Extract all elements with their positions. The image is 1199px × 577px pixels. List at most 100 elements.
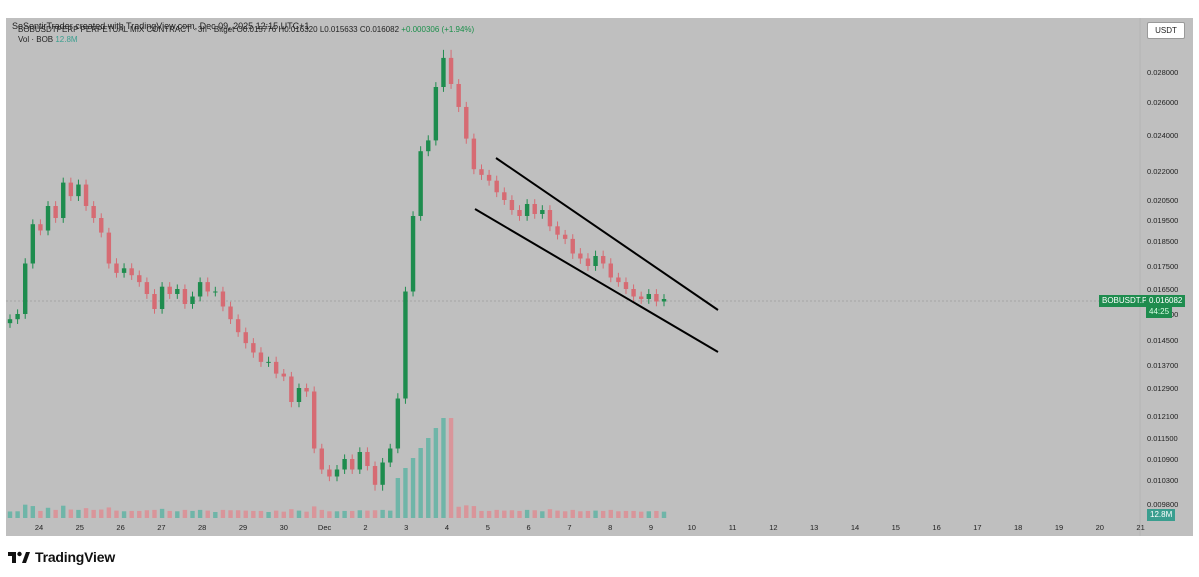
- candle-body: [540, 210, 545, 214]
- candle-body: [266, 361, 271, 363]
- candle-body: [152, 294, 157, 309]
- y-tick-label: 0.011500: [1147, 434, 1178, 443]
- volume-bar: [53, 509, 58, 518]
- chart-frame[interactable]: 0.0300000.0280000.0260000.0240000.022000…: [6, 18, 1193, 536]
- volume-bar: [23, 504, 28, 518]
- volume-bar: [83, 508, 89, 518]
- x-tick-label: 2: [363, 523, 367, 532]
- volume-bar: [471, 506, 477, 518]
- volume-bar: [654, 510, 659, 518]
- volume-bar: [570, 509, 575, 518]
- volume-bar: [486, 510, 492, 518]
- y-tick-label: 0.013700: [1147, 361, 1178, 370]
- channel-upper-line: [495, 157, 719, 311]
- volume-bar: [608, 509, 613, 518]
- volume-bar: [616, 511, 621, 518]
- candle-body: [7, 319, 13, 324]
- x-tick-label: 11: [729, 523, 737, 532]
- candle-body: [502, 192, 507, 200]
- volume-legend: Vol · BOB 12.8M: [18, 35, 78, 44]
- x-tick-label: 8: [608, 523, 612, 532]
- price-axis: 0.0300000.0280000.0260000.0240000.022000…: [1147, 21, 1178, 509]
- symbol-line: BOBUSDTPERP PERPETUAL MIX CONTRACT · 3h …: [18, 25, 235, 34]
- y-tick-label: 0.014500: [1147, 336, 1178, 345]
- volume-bar: [273, 510, 279, 518]
- x-tick-label: 18: [1014, 523, 1022, 532]
- candle-body: [395, 398, 401, 449]
- volume-bar: [661, 511, 667, 518]
- candle-body: [190, 296, 195, 304]
- candle-body: [235, 319, 241, 333]
- volume-bar: [327, 511, 332, 518]
- tradingview-brand: TradingView: [35, 549, 116, 565]
- volume-bar: [532, 510, 537, 518]
- volume-bar: [365, 510, 370, 518]
- volume-bar: [517, 510, 522, 518]
- volume-bar: [311, 506, 317, 518]
- candle-body: [334, 469, 340, 477]
- volume-bar: [228, 510, 233, 518]
- volume-value: 12.8M: [55, 35, 78, 44]
- candle-body: [213, 291, 218, 293]
- candle-body: [623, 282, 629, 289]
- candle-body: [281, 373, 286, 377]
- x-tick-label: 25: [76, 523, 84, 532]
- candle-body: [311, 391, 317, 449]
- volume-bar: [266, 512, 271, 518]
- x-tick-label: 21: [1136, 523, 1144, 532]
- candle-body: [661, 299, 667, 302]
- volume-bar: [540, 511, 545, 518]
- price-chart[interactable]: 0.0300000.0280000.0260000.0240000.022000…: [6, 18, 1193, 536]
- candle-body: [289, 376, 294, 402]
- volume-bar: [456, 506, 461, 518]
- candle-body: [357, 452, 363, 470]
- volume-bar: [99, 509, 104, 518]
- x-tick-label: 12: [769, 523, 777, 532]
- candle-body: [175, 289, 180, 294]
- volume-bar: [114, 510, 119, 518]
- volume-bar: [15, 511, 20, 518]
- candle-body: [167, 286, 172, 294]
- volume-bar: [464, 505, 469, 518]
- volume-bar: [129, 510, 134, 518]
- candle-body: [433, 87, 439, 141]
- volume-bar: [479, 510, 484, 518]
- currency-button[interactable]: USDT: [1147, 22, 1185, 39]
- candle-body: [456, 84, 461, 107]
- tradingview-logo-icon: [8, 551, 30, 563]
- x-tick-label: 20: [1096, 523, 1104, 532]
- candle-body: [654, 294, 659, 302]
- candle-body: [555, 226, 560, 235]
- countdown-tag: 44:25: [1146, 306, 1173, 318]
- volume-bar: [289, 509, 294, 518]
- candle-body: [144, 282, 150, 294]
- volume-bar: [281, 511, 286, 518]
- candle-body: [562, 234, 568, 239]
- candle-body: [570, 238, 575, 254]
- volume-bar: [7, 511, 13, 518]
- ohlc-legend: BOBUSDTPERP PERPETUAL MIX CONTRACT · 3h …: [18, 25, 474, 34]
- candle-body: [38, 224, 43, 231]
- x-tick-label: 19: [1055, 523, 1063, 532]
- volume-bar: [319, 509, 324, 518]
- candle-body: [441, 57, 446, 87]
- volume-label: Vol · BOB: [18, 35, 54, 44]
- x-tick-label: 13: [810, 523, 818, 532]
- candle-body: [61, 182, 66, 218]
- volume-bar: [502, 510, 507, 518]
- candle-body: [106, 232, 112, 264]
- candle-body: [83, 184, 89, 206]
- candle-body: [464, 106, 469, 139]
- candle-body: [182, 289, 188, 304]
- channel-lower-line: [474, 208, 719, 353]
- candle-body: [517, 210, 522, 216]
- volume-bars: [7, 418, 667, 518]
- volume-bar: [175, 511, 180, 518]
- x-tick-label: Dec: [318, 523, 332, 532]
- candle-body: [547, 210, 553, 227]
- time-axis: 24 25 26 27 28 29 30 Dec 2 3 4 5 6 7 8 9 10 11 12 13 14 15 16 1…: [35, 523, 1145, 532]
- volume-bar: [562, 511, 568, 518]
- volume-bar: [388, 510, 393, 518]
- candle-body: [273, 361, 279, 374]
- volume-bar: [418, 448, 423, 518]
